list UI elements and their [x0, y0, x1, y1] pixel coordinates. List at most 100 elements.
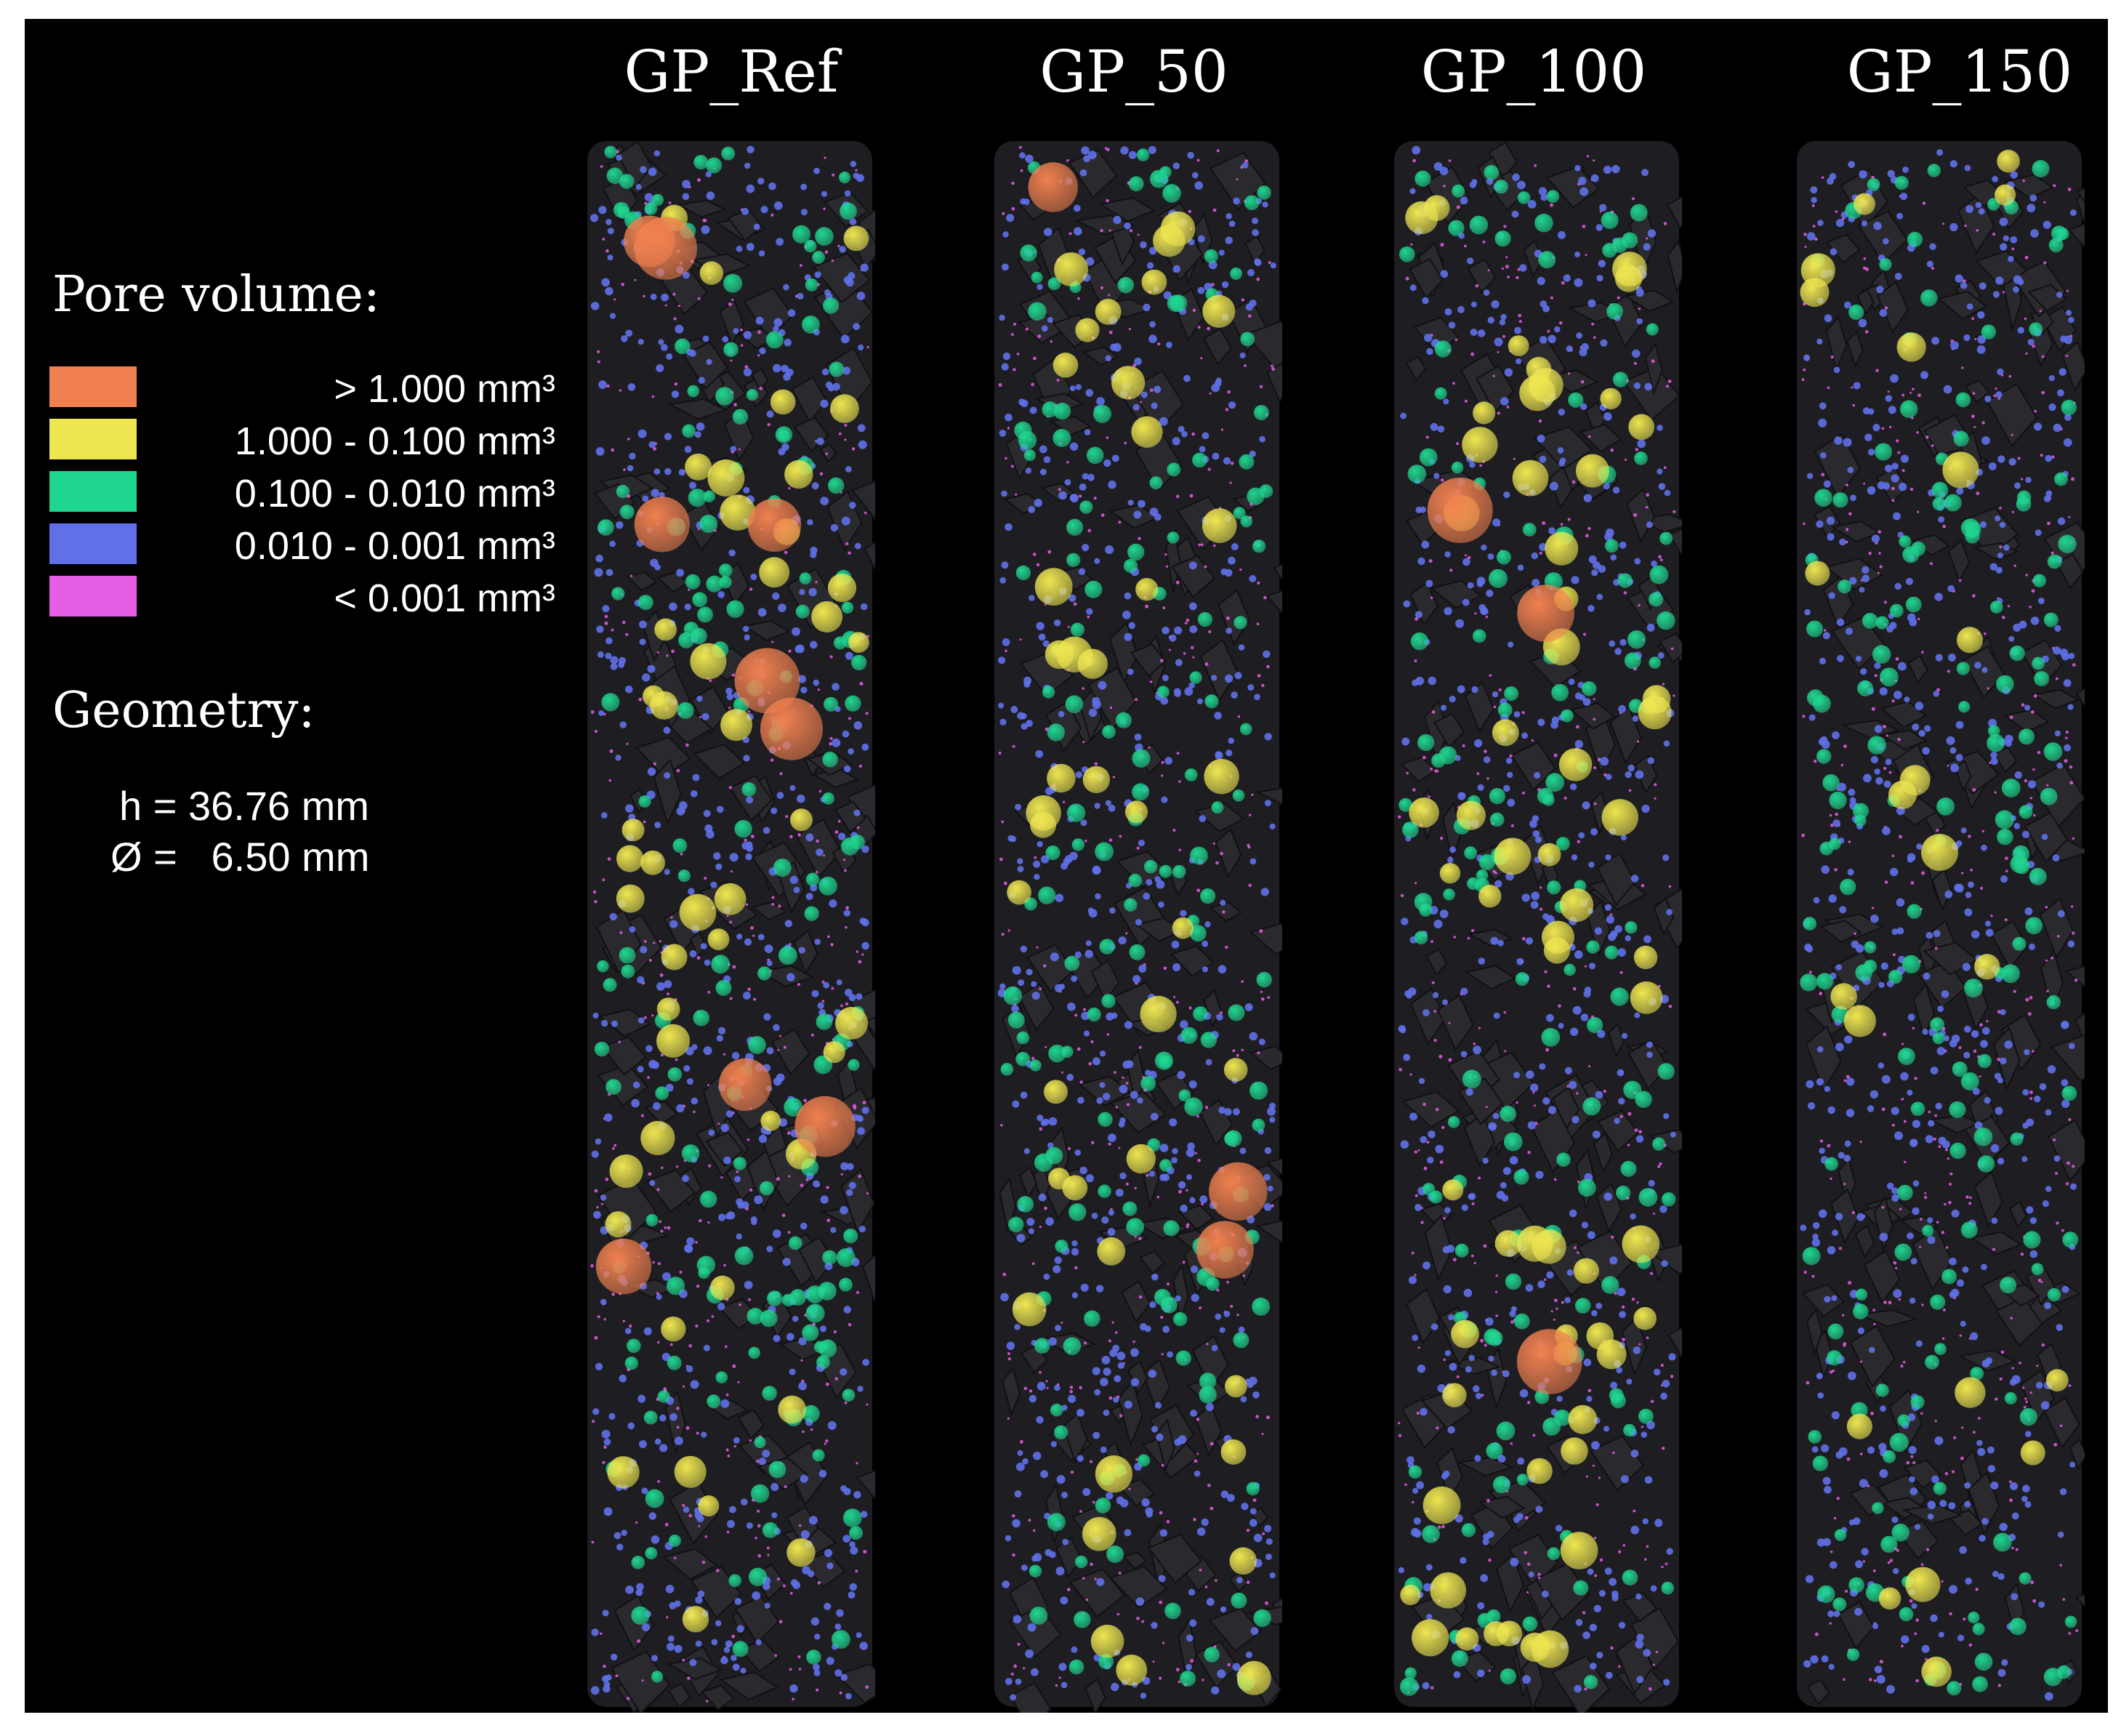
pore-micro — [1108, 1339, 1111, 1343]
pore-micro — [2024, 255, 2029, 260]
pore-micro — [1585, 254, 1587, 257]
pore-micro — [792, 1697, 794, 1700]
pore-tiny — [1891, 1106, 1899, 1115]
pore-tiny — [1094, 558, 1100, 564]
pore-micro — [1903, 1120, 1907, 1123]
pore-tiny — [1085, 1174, 1094, 1183]
pore-tiny — [726, 1211, 736, 1220]
pore-micro — [1150, 388, 1154, 392]
pore-tiny — [656, 982, 665, 991]
pore-tiny — [744, 1280, 753, 1290]
pore-small — [603, 978, 617, 992]
pore-tiny — [593, 1210, 601, 1219]
pore-micro — [1003, 881, 1007, 885]
pore-tiny — [1117, 1362, 1124, 1369]
pore-tiny — [621, 1530, 627, 1536]
pore-micro — [771, 896, 775, 899]
pore-tiny — [1881, 1074, 1891, 1084]
pore-micro — [1108, 229, 1111, 232]
pore-tiny — [1074, 951, 1082, 958]
pore-tiny — [1819, 1147, 1825, 1154]
pore-tiny — [1625, 935, 1631, 941]
pore-micro — [1108, 330, 1113, 334]
pore-micro — [602, 238, 605, 241]
pore-tiny — [837, 832, 846, 840]
pore-tiny — [1908, 1446, 1917, 1455]
pore-micro — [1031, 382, 1034, 387]
pore-tiny — [1894, 582, 1901, 590]
pore-micro — [596, 1206, 599, 1209]
pore-small — [823, 297, 840, 314]
pore-tiny — [2027, 204, 2036, 213]
aggregate-grain — [676, 199, 727, 218]
aggregate-grain — [1880, 729, 1928, 750]
pore-tiny — [1448, 321, 1456, 329]
pore-tiny — [1147, 262, 1154, 269]
pore-micro — [1915, 1679, 1919, 1683]
pore-tiny — [1992, 1570, 1999, 1578]
pore-tiny — [1184, 687, 1194, 696]
aggregate-grain — [851, 481, 875, 521]
pore-medium — [1409, 797, 1439, 828]
pore-small — [1154, 1289, 1171, 1306]
pore-tiny — [607, 254, 613, 261]
pore-tiny — [1885, 465, 1893, 473]
pore-micro — [597, 350, 600, 353]
pore-column-gp-100 — [1394, 141, 1682, 1713]
pore-tiny — [1611, 165, 1620, 174]
pore-micro — [1215, 1579, 1218, 1582]
pore-tiny — [1886, 1182, 1894, 1190]
pore-micro — [1507, 276, 1510, 278]
pore-micro — [2013, 989, 2016, 993]
pore-micro — [1859, 1452, 1863, 1455]
pore-tiny — [688, 350, 696, 357]
pore-tiny — [821, 368, 829, 376]
pore-tiny — [1205, 1403, 1214, 1412]
pore-tiny — [1134, 734, 1142, 741]
pore-small — [1231, 1592, 1247, 1609]
pore-tiny — [1010, 706, 1018, 713]
pore-tiny — [1265, 1538, 1273, 1546]
pore-tiny — [1988, 462, 1997, 470]
pore-tiny — [789, 784, 796, 791]
pore-tiny — [1819, 657, 1826, 665]
pore-micro — [2041, 355, 2045, 358]
aggregate-grain — [1266, 1157, 1282, 1176]
pore-tiny — [1507, 771, 1513, 779]
pore-tiny — [2024, 1049, 2030, 1056]
aggregate-grain — [1194, 1403, 1223, 1457]
pore-small — [1414, 170, 1431, 187]
pore-tiny — [840, 1162, 849, 1170]
pore-micro — [1586, 155, 1590, 158]
pore-micro — [1271, 366, 1276, 371]
pore-tiny — [1169, 634, 1177, 642]
pore-micro — [1204, 662, 1209, 667]
pore-tiny — [789, 875, 798, 884]
pore-tiny — [1225, 750, 1233, 757]
pore-tiny — [611, 1653, 618, 1661]
pore-tiny — [829, 899, 837, 908]
pore-tiny — [817, 1002, 824, 1009]
pore-small — [697, 606, 713, 623]
pore-tiny — [834, 1669, 842, 1677]
pore-micro — [1092, 1500, 1095, 1504]
pore-medium — [1494, 837, 1532, 875]
pore-tiny — [661, 1352, 670, 1362]
pore-tiny — [1054, 1256, 1062, 1264]
pore-tiny — [1949, 747, 1957, 754]
pore-micro — [1236, 178, 1239, 180]
pore-tiny — [1593, 1604, 1601, 1612]
pore-tiny — [1513, 1516, 1520, 1523]
pore-tiny — [1541, 1590, 1549, 1598]
pore-tiny — [1951, 1209, 1960, 1218]
pore-tiny — [631, 1098, 640, 1108]
pore-tiny — [636, 1583, 644, 1591]
pore-tiny — [1968, 881, 1974, 888]
pore-small — [1434, 340, 1452, 358]
pore-tiny — [1826, 516, 1835, 525]
pore-micro — [1236, 1053, 1239, 1057]
pore-tiny — [1563, 274, 1571, 282]
pore-tiny — [1141, 1498, 1150, 1507]
pore-micro — [1094, 1578, 1097, 1580]
pore-micro — [842, 859, 845, 861]
